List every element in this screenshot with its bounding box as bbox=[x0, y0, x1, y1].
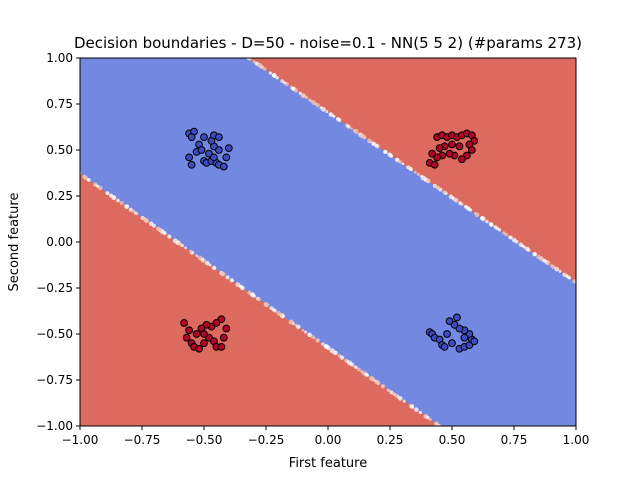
point-red-26 bbox=[182, 333, 191, 342]
y-tick-label: 0.25 bbox=[46, 189, 73, 203]
x-tick-label: 1.00 bbox=[563, 433, 590, 447]
point-blue-14 bbox=[224, 144, 233, 153]
x-tick-label: −0.25 bbox=[248, 433, 285, 447]
y-axis-label: Second feature bbox=[7, 193, 22, 292]
point-red-19 bbox=[430, 160, 439, 169]
point-blue-12 bbox=[219, 162, 228, 171]
point-red-22 bbox=[455, 142, 464, 151]
x-tick-label: 0.00 bbox=[315, 433, 342, 447]
point-blue-43 bbox=[443, 330, 451, 338]
point-blue-35 bbox=[470, 337, 479, 346]
point-red-10 bbox=[467, 146, 476, 154]
point-blue-29 bbox=[440, 342, 449, 351]
y-tick-label: −0.50 bbox=[36, 327, 73, 341]
point-blue-41 bbox=[453, 313, 461, 322]
boundary-noise-lower bbox=[80, 171, 441, 426]
x-axis: −1.00 −0.75 −0.50 −0.25 0.00 0.25 0.50 0.75 1.00 bbox=[62, 426, 590, 447]
point-red-12 bbox=[458, 155, 466, 164]
decision-regions bbox=[80, 58, 576, 426]
point-red-25 bbox=[185, 326, 194, 335]
point-red-35 bbox=[219, 333, 228, 342]
point-red-30 bbox=[200, 339, 208, 348]
x-tick-label: −1.00 bbox=[62, 433, 99, 447]
point-blue-6 bbox=[187, 160, 196, 169]
point-red-29 bbox=[195, 344, 203, 353]
y-tick-label: 0.00 bbox=[46, 235, 73, 249]
point-red-43 bbox=[200, 330, 208, 338]
point-red-23 bbox=[435, 144, 444, 153]
x-tick-label: −0.75 bbox=[124, 433, 161, 447]
chart-title: Decision boundaries - D=50 - noise=0.1 -… bbox=[74, 34, 582, 52]
boundary-noise-upper bbox=[246, 58, 576, 284]
point-red-34 bbox=[217, 342, 226, 351]
point-blue-19 bbox=[214, 133, 223, 142]
point-blue-20 bbox=[200, 133, 208, 142]
point-blue-13 bbox=[222, 153, 231, 162]
point-red-24 bbox=[180, 319, 189, 327]
point-blue-23 bbox=[210, 153, 218, 162]
x-axis-label: First feature bbox=[289, 456, 367, 471]
point-blue-2 bbox=[187, 133, 196, 142]
x-tick-label: −0.50 bbox=[186, 433, 223, 447]
point-red-21 bbox=[448, 140, 456, 149]
point-red-36 bbox=[222, 324, 231, 333]
y-tick-label: 0.50 bbox=[46, 143, 73, 157]
y-tick-label: −0.25 bbox=[36, 281, 73, 295]
x-tick-label: 0.75 bbox=[501, 433, 528, 447]
y-tick-label: −0.75 bbox=[36, 373, 73, 387]
x-tick-label: 0.50 bbox=[439, 433, 466, 447]
point-blue-30 bbox=[448, 339, 456, 348]
point-red-17 bbox=[428, 149, 437, 158]
y-tick-label: 0.75 bbox=[46, 97, 73, 111]
point-red-42 bbox=[192, 330, 201, 338]
point-blue-5 bbox=[185, 153, 194, 162]
x-tick-label: 0.25 bbox=[377, 433, 404, 447]
y-axis: −1.00 −0.75 −0.50 −0.25 0.00 0.25 0.50 0.75 1.00 bbox=[36, 51, 80, 433]
point-blue-40 bbox=[445, 317, 454, 326]
point-red-14 bbox=[445, 149, 454, 158]
point-blue-42 bbox=[460, 333, 469, 342]
y-tick-label: 1.00 bbox=[46, 51, 73, 65]
point-blue-21 bbox=[197, 146, 206, 154]
data-points bbox=[180, 127, 479, 353]
y-tick-label: −1.00 bbox=[36, 419, 73, 433]
